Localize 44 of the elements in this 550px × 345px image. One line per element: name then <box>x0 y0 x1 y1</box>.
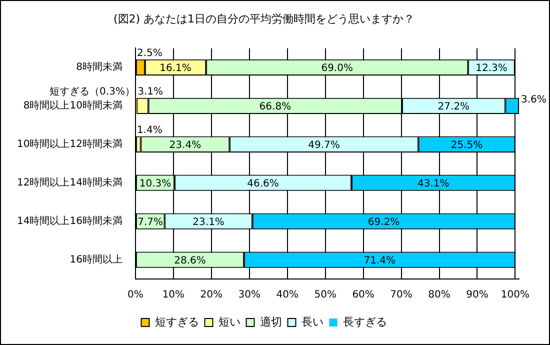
data-label: 10.3% <box>139 178 172 190</box>
data-label: 43.1% <box>417 178 450 190</box>
data-label: 2.5% <box>136 48 162 59</box>
data-label: 23.4% <box>169 140 202 151</box>
y-tick-label: 14時間以上16時間未満 <box>16 214 122 227</box>
x-tick-label: 100% <box>500 290 530 301</box>
data-label: 3.1% <box>138 86 163 98</box>
data-label: 71.4% <box>364 255 396 266</box>
x-tick-label: 0% <box>128 290 144 301</box>
legend-label: 長い <box>301 315 324 328</box>
data-label: 短すぎる（0.3%） <box>50 86 135 98</box>
data-label: 25.5% <box>450 140 483 151</box>
data-label: 23.1% <box>192 216 224 228</box>
x-tick-label: 70% <box>390 290 412 301</box>
chart-title: (図2) あなたは1日の自分の平均労働時間をどう思いますか？ <box>113 12 415 26</box>
x-tick-label: 20% <box>200 290 223 301</box>
legend-label: 短すぎる <box>154 315 199 328</box>
data-label: 69.0% <box>321 63 353 74</box>
data-label: 27.2% <box>438 101 470 112</box>
data-label: 3.6% <box>521 94 546 106</box>
y-tick-label: 16時間以上 <box>70 253 122 266</box>
data-label: 49.7% <box>308 140 340 151</box>
x-tick-label: 90% <box>466 290 488 301</box>
data-label: 66.8% <box>259 101 292 112</box>
y-tick-label: 12時間以上14時間未満 <box>16 176 122 188</box>
data-label: 69.2% <box>368 216 400 228</box>
y-tick-label: 8時間以上10時間未満 <box>23 99 122 112</box>
x-tick-label: 30% <box>238 290 260 301</box>
data-label: 1.4% <box>136 124 162 136</box>
x-tick-label: 80% <box>428 290 450 301</box>
data-label: 46.6% <box>247 178 279 190</box>
data-label: 7.7% <box>138 216 164 228</box>
y-tick-label: 8時間未満 <box>76 61 122 74</box>
legend-label: 適切 <box>260 315 282 328</box>
legend-label: 短い <box>218 315 240 328</box>
data-label: 16.1% <box>160 63 192 74</box>
x-tick-label: 50% <box>314 290 336 301</box>
y-tick-label: 10時間以上12時間未満 <box>16 138 122 150</box>
x-tick-label: 60% <box>352 290 374 301</box>
x-tick-label: 40% <box>276 290 298 301</box>
legend-label: 長すぎる <box>342 315 387 328</box>
data-label: 12.3% <box>476 63 508 74</box>
data-label: 28.6% <box>174 255 206 266</box>
x-tick-label: 10% <box>162 290 185 301</box>
